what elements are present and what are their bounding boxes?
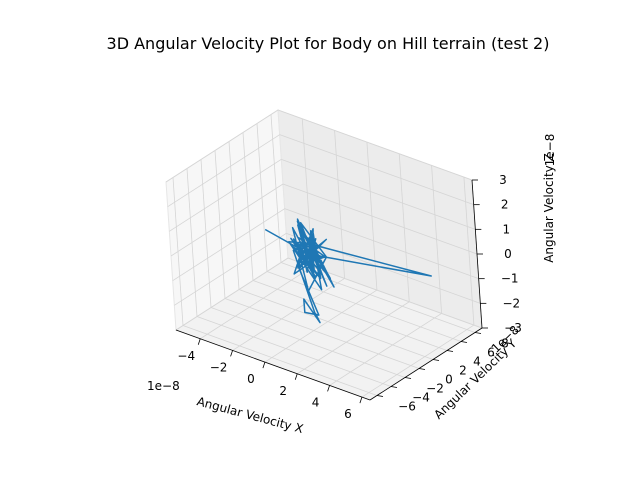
x-axis-line <box>175 329 371 401</box>
y-grid-line-floor <box>182 325 378 396</box>
y-grid-line-floor <box>196 316 392 387</box>
y-tick-mark <box>418 368 426 370</box>
y-tick-label: 0 <box>445 373 453 387</box>
y-tick-mark <box>460 341 468 343</box>
z-axis-label: Angular Velocity Z <box>542 153 556 263</box>
x-tick-mark <box>197 338 201 345</box>
y-tick-label: 2 <box>459 364 467 378</box>
x-grid-line-floor <box>232 278 345 351</box>
x-tick-mark <box>294 373 298 380</box>
z-grid-line-back <box>279 134 474 206</box>
y-grid-line-floor <box>238 289 434 360</box>
y-axis-line <box>369 327 483 401</box>
z-grid-line-back <box>284 208 479 280</box>
x-grid-line-floor <box>329 313 442 386</box>
y-tick-mark <box>446 350 454 352</box>
y-tick-label: −4 <box>412 391 430 405</box>
z-grid-line-left <box>172 208 285 282</box>
x-tick-mark <box>262 361 266 369</box>
y-grid-line-floor <box>210 307 406 378</box>
x-tick-label: 6 <box>344 407 352 421</box>
chart-title: 3D Angular Velocity Plot for Body on Hil… <box>107 34 550 53</box>
z-tick-label: −1 <box>501 272 519 286</box>
x-grid-line-floor <box>361 324 475 398</box>
y-tick-label: 8 <box>501 337 509 351</box>
z-tick-label: −2 <box>502 296 520 310</box>
z-grid-line-left <box>169 158 282 232</box>
y-tick-mark <box>404 377 412 379</box>
z-grid-line-left <box>167 134 280 208</box>
x-tick-label: 2 <box>279 384 287 398</box>
x-tick-mark <box>230 350 233 357</box>
y-tick-label: −6 <box>398 400 416 414</box>
y-grid-line-floor <box>252 280 448 351</box>
y-tick-mark <box>390 386 398 388</box>
y-tick-label: −2 <box>426 382 444 396</box>
z-tick-label: 0 <box>504 247 512 261</box>
y-tick-mark <box>474 332 482 334</box>
z-grid-line-left <box>165 109 279 183</box>
x-tick-label: −2 <box>210 360 228 374</box>
y-tick-label: 4 <box>473 355 481 369</box>
plot-area <box>264 218 432 324</box>
x-tick-mark <box>327 385 330 392</box>
z-tick-label: 3 <box>499 173 507 187</box>
tick-marks <box>197 179 488 404</box>
z-grid-line-left <box>170 183 284 257</box>
x-tick-mark <box>359 396 363 404</box>
y-tick-label: 6 <box>487 346 495 360</box>
x-grid-line-floor <box>297 301 410 375</box>
angular-velocity-series-line <box>264 218 432 324</box>
z-grid-line-back <box>282 183 478 255</box>
z-grid-line-back <box>277 109 473 181</box>
z-tick-label: 1 <box>503 222 511 236</box>
y-tick-mark <box>432 359 440 361</box>
x-grid-line-floor <box>200 266 313 340</box>
z-grid-line-back <box>281 158 476 230</box>
z-tick-label: 2 <box>501 198 509 212</box>
y-grid-line-floor <box>224 298 420 369</box>
x-offset-text: 1e−8 <box>147 379 180 393</box>
x-tick-label: 4 <box>312 395 320 409</box>
y-tick-mark <box>376 395 384 397</box>
x-grid-line-floor <box>264 289 378 363</box>
x-tick-label: −4 <box>177 349 195 363</box>
z-offset-text: 1e−8 <box>543 134 557 167</box>
x-tick-label: 0 <box>247 372 255 386</box>
z-grid-line-left <box>174 232 287 306</box>
z-tick-label: −3 <box>504 321 522 335</box>
z-grid-line-left <box>175 257 289 331</box>
y-grid-line-floor <box>266 271 462 342</box>
